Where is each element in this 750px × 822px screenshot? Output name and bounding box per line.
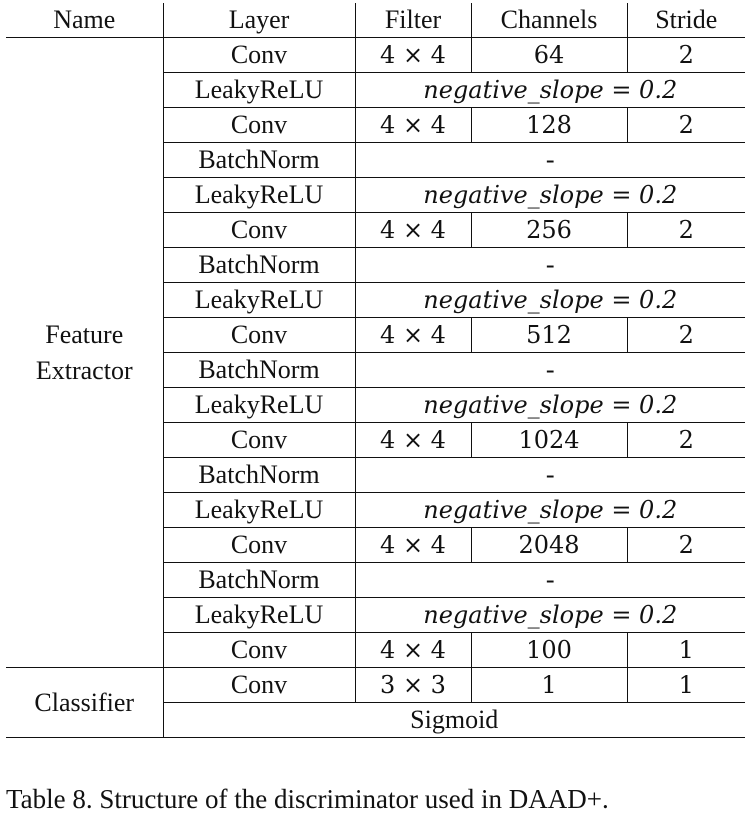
stride-cell: 2 xyxy=(626,212,745,248)
channels-cell: 128 xyxy=(470,107,627,143)
layer-cell: Conv xyxy=(162,107,355,143)
table-row: Conv 4 × 4 100 1 xyxy=(6,632,745,668)
layer-cell: BatchNorm xyxy=(162,457,355,493)
empty-param-cell: - xyxy=(354,562,745,598)
layer-cell: Conv xyxy=(162,632,355,668)
table-row: LeakyReLU negative_slope = 0.2 xyxy=(6,387,745,423)
layer-cell: LeakyReLU xyxy=(162,492,355,528)
layer-cell: Conv xyxy=(162,667,355,703)
feature-extractor-name-cell: Feature Extractor xyxy=(6,38,163,668)
table-row: BatchNorm - xyxy=(6,562,745,598)
empty-param-cell: - xyxy=(354,142,745,178)
activation-param-cell: negative_slope = 0.2 xyxy=(354,597,745,633)
stride-cell: 2 xyxy=(626,422,745,458)
classifier-name-cell: Classifier xyxy=(6,667,163,738)
layer-cell: Conv xyxy=(162,317,355,353)
filter-cell: 4 × 4 xyxy=(354,317,471,353)
layer-cell: BatchNorm xyxy=(162,352,355,388)
table-row: Conv 4 × 4 256 2 xyxy=(6,212,745,248)
header-channels: Channels xyxy=(470,3,627,38)
channels-cell: 1 xyxy=(470,667,627,703)
activation-param-cell: negative_slope = 0.2 xyxy=(354,177,745,213)
activation-param-cell: negative_slope = 0.2 xyxy=(354,387,745,423)
stride-cell: 2 xyxy=(626,317,745,353)
filter-cell: 4 × 4 xyxy=(354,422,471,458)
layer-cell: BatchNorm xyxy=(162,247,355,283)
channels-cell: 1024 xyxy=(470,422,627,458)
channels-cell: 512 xyxy=(470,317,627,353)
table-row: BatchNorm - xyxy=(6,247,745,283)
table-row: LeakyReLU negative_slope = 0.2 xyxy=(6,177,745,213)
table-row: LeakyReLU negative_slope = 0.2 xyxy=(6,282,745,318)
channels-cell: 100 xyxy=(470,632,627,668)
table-row: BatchNorm - xyxy=(6,352,745,388)
sigmoid-cell: Sigmoid xyxy=(162,702,745,738)
layer-cell: BatchNorm xyxy=(162,562,355,598)
layer-cell: LeakyReLU xyxy=(162,177,355,213)
channels-cell: 2048 xyxy=(470,527,627,563)
activation-param-cell: negative_slope = 0.2 xyxy=(354,282,745,318)
filter-cell: 4 × 4 xyxy=(354,107,471,143)
layer-cell: LeakyReLU xyxy=(162,597,355,633)
discriminator-structure-table: Name Layer Filter Channels Stride Featur… xyxy=(6,3,745,738)
layer-cell: Conv xyxy=(162,527,355,563)
stride-cell: 2 xyxy=(626,107,745,143)
table-row: Conv 4 × 4 1024 2 xyxy=(6,422,745,458)
table-header-row: Name Layer Filter Channels Stride xyxy=(6,3,745,38)
header-layer: Layer xyxy=(162,3,355,38)
stride-cell: 2 xyxy=(626,527,745,563)
filter-cell: 3 × 3 xyxy=(354,667,471,703)
channels-cell: 64 xyxy=(470,37,627,73)
feature-extractor-label-line2: Extractor xyxy=(35,355,133,385)
table-row: Sigmoid xyxy=(6,702,745,738)
table-row: LeakyReLU negative_slope = 0.2 xyxy=(6,492,745,528)
feature-extractor-label-line1: Feature xyxy=(45,319,124,349)
stride-cell: 1 xyxy=(626,632,745,668)
layer-cell: BatchNorm xyxy=(162,142,355,178)
empty-param-cell: - xyxy=(354,247,745,283)
layer-cell: Conv xyxy=(162,422,355,458)
layer-cell: LeakyReLU xyxy=(162,72,355,108)
table-caption: Table 8. Structure of the discriminator … xyxy=(6,784,609,814)
table-row: Feature Extractor Conv 4 × 4 64 2 xyxy=(6,37,745,385)
table-row: BatchNorm - xyxy=(6,142,745,178)
stride-cell: 2 xyxy=(626,37,745,73)
empty-param-cell: - xyxy=(354,352,745,388)
filter-cell: 4 × 4 xyxy=(354,632,471,668)
header-filter: Filter xyxy=(354,3,471,38)
table-row: LeakyReLU negative_slope = 0.2 xyxy=(6,72,745,108)
filter-cell: 4 × 4 xyxy=(354,37,471,73)
header-stride: Stride xyxy=(626,3,745,38)
layer-cell: LeakyReLU xyxy=(162,282,355,318)
table-row: LeakyReLU negative_slope = 0.2 xyxy=(6,597,745,633)
table-row: Conv 4 × 4 512 2 xyxy=(6,317,745,353)
table-row: Conv 4 × 4 128 2 xyxy=(6,107,745,143)
layer-cell: Conv xyxy=(162,37,355,73)
channels-cell: 256 xyxy=(470,212,627,248)
empty-param-cell: - xyxy=(354,457,745,493)
table-row: Conv 4 × 4 2048 2 xyxy=(6,527,745,563)
layer-cell: LeakyReLU xyxy=(162,387,355,423)
activation-param-cell: negative_slope = 0.2 xyxy=(354,72,745,108)
stride-cell: 1 xyxy=(626,667,745,703)
layer-cell: Conv xyxy=(162,212,355,248)
table-row: BatchNorm - xyxy=(6,457,745,493)
filter-cell: 4 × 4 xyxy=(354,527,471,563)
activation-param-cell: negative_slope = 0.2 xyxy=(354,492,745,528)
filter-cell: 4 × 4 xyxy=(354,212,471,248)
header-name: Name xyxy=(6,3,163,38)
